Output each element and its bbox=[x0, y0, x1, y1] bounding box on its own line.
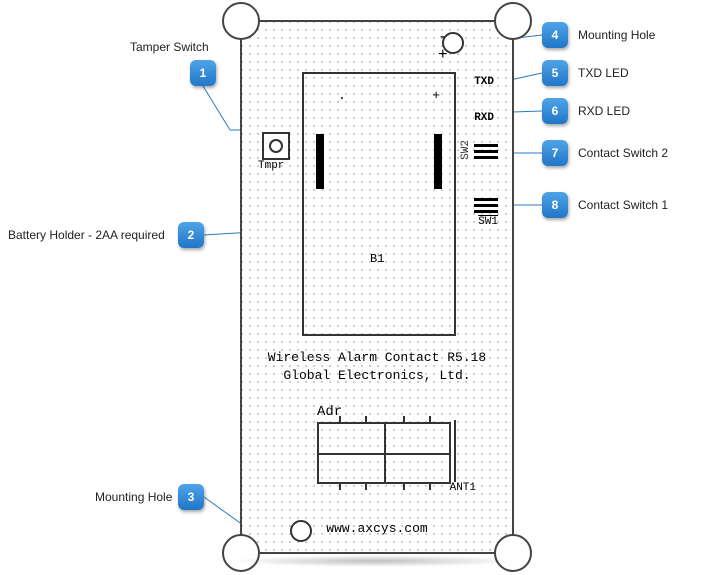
callout-bubble-2: 2 bbox=[178, 222, 204, 248]
silk-txd: TXD bbox=[474, 76, 494, 88]
silk-url: www.axcys.com bbox=[242, 521, 512, 536]
callout-bubble-6: 6 bbox=[542, 98, 568, 124]
callout-label-6: RXD LED bbox=[578, 104, 630, 118]
callout-bubble-8: 8 bbox=[542, 192, 568, 218]
tamper-switch bbox=[262, 132, 290, 160]
ant-trace bbox=[454, 420, 456, 482]
callout-label-4: Mounting Hole bbox=[578, 28, 655, 42]
mounting-hole-top bbox=[442, 32, 464, 54]
callout-bubble-1: 1 bbox=[190, 60, 216, 86]
callout-bubble-3: 3 bbox=[178, 484, 204, 510]
silk-rxd: RXD bbox=[474, 112, 494, 124]
callout-label-2: Battery Holder - 2AA required bbox=[8, 228, 165, 242]
callout-label-5: TXD LED bbox=[578, 66, 629, 80]
silk-ant: ANT1 bbox=[450, 482, 476, 494]
callout-label-3: Mounting Hole bbox=[95, 490, 172, 504]
callout-label-7: Contact Switch 2 bbox=[578, 146, 668, 160]
callout-bubble-5: 5 bbox=[542, 60, 568, 86]
drop-shadow bbox=[230, 555, 520, 567]
battery-holder: + . bbox=[302, 72, 456, 336]
callout-bubble-7: 7 bbox=[542, 140, 568, 166]
callout-label-1: Tamper Switch bbox=[130, 40, 209, 54]
contact-switch-1 bbox=[474, 198, 498, 213]
silk-tmpr: Tmpr bbox=[258, 160, 284, 172]
contact-switch-2 bbox=[474, 144, 498, 159]
silk-title2: Global Electronics, Ltd. bbox=[242, 368, 512, 383]
silk-b1: B1 bbox=[370, 252, 384, 266]
callout-label-8: Contact Switch 1 bbox=[578, 198, 668, 212]
corner-cut-tl bbox=[222, 2, 260, 40]
callout-bubble-4: 4 bbox=[542, 22, 568, 48]
silk-sw2: SW2 bbox=[460, 140, 472, 160]
corner-cut-tr bbox=[494, 2, 532, 40]
silk-title1: Wireless Alarm Contact R5.18 bbox=[242, 350, 512, 365]
pcb-board: - + Tmpr + . B1 TXD RXD SW2 SW1 Wi bbox=[240, 20, 514, 554]
adr-block bbox=[317, 422, 451, 484]
silk-sw1: SW1 bbox=[478, 216, 498, 228]
